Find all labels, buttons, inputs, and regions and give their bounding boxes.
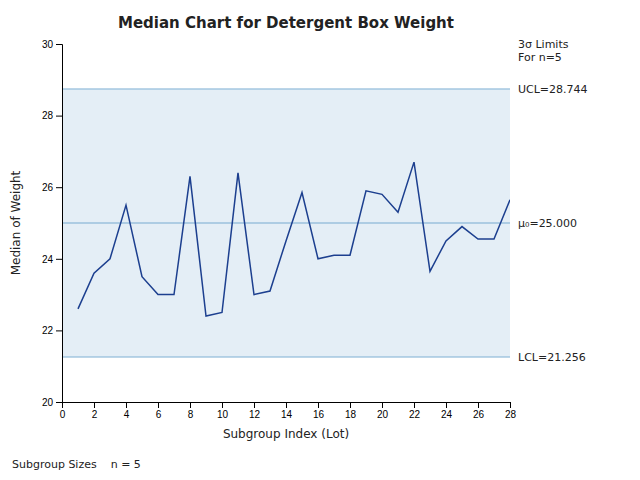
y-tick-mark (56, 44, 62, 45)
data-area (62, 89, 510, 357)
x-tick-label: 6 (156, 409, 162, 420)
x-tick-mark (318, 402, 319, 408)
plot: 0246810121416182022242628202224262830Sub… (9, 38, 588, 441)
x-tick: 16 (313, 402, 325, 420)
x-tick-label: 20 (377, 409, 389, 420)
x-tick: 6 (156, 402, 162, 420)
x-tick-mark (158, 402, 159, 408)
x-axis-line (63, 403, 511, 409)
x-tick-label: 12 (249, 409, 261, 420)
x-tick-mark (190, 402, 191, 408)
x-tick-mark (350, 402, 351, 408)
x-tick: 4 (124, 402, 130, 420)
x-tick-mark (478, 402, 479, 408)
y-axis: 20 22 24 26 28 30 (42, 39, 63, 408)
y-tick-mark (56, 402, 62, 403)
y-axis-title: Median of Weight (9, 170, 23, 275)
y-tick-label: 20 (42, 397, 54, 408)
y-tick-mark (56, 187, 62, 188)
y-tick-mark (56, 259, 62, 260)
y-tick-mark (56, 116, 62, 117)
y-tick-label: 30 (42, 39, 54, 50)
x-tick-mark (254, 402, 255, 408)
reference-annotation: UCL=28.744 (518, 83, 588, 96)
x-tick-label: 4 (124, 409, 130, 420)
x-tick-label: 28 (505, 409, 517, 420)
reference-annotation: LCL=21.256 (518, 351, 586, 364)
x-tick-label: 26 (473, 409, 485, 420)
x-tick-label: 2 (92, 409, 98, 420)
band-annotation: 3σ LimitsFor n=5 (518, 38, 569, 64)
y-tick: 22 (42, 325, 62, 336)
title: Median Chart for Detergent Box Weight (118, 14, 454, 32)
x-tick-label: 24 (441, 409, 453, 420)
x-tick: 10 (217, 402, 229, 420)
x-tick-mark (382, 402, 383, 408)
x-tick-mark (222, 402, 223, 408)
y-tick: 30 (42, 39, 62, 50)
x-tick: 20 (377, 402, 389, 420)
y-tick: 26 (42, 182, 62, 193)
x-tick: 22 (409, 402, 421, 420)
control-band (62, 89, 510, 357)
y-tick: 24 (42, 254, 62, 265)
x-axis: 0246810121416182022242628 (60, 402, 517, 420)
x-tick-mark (286, 402, 287, 408)
x-tick-mark (510, 402, 511, 408)
x-tick: 14 (281, 402, 293, 420)
x-tick: 8 (188, 402, 194, 420)
x-tick: 2 (92, 402, 98, 420)
x-tick-mark (446, 402, 447, 408)
x-tick: 12 (249, 402, 261, 420)
y-tick: 20 (42, 397, 62, 408)
y-axis-line (56, 45, 63, 403)
x-tick: 0 (60, 402, 66, 420)
x-tick-mark (94, 402, 95, 408)
x-tick-mark (126, 402, 127, 408)
x-tick-label: 10 (217, 409, 229, 420)
reference-line (62, 357, 510, 358)
x-tick-label: 0 (60, 409, 66, 420)
x-tick: 28 (505, 402, 517, 420)
x-tick-label: 16 (313, 409, 325, 420)
chart: 0246810121416182022242628202224262830Sub… (0, 0, 640, 480)
x-tick-mark (414, 402, 415, 408)
x-tick: 18 (345, 402, 357, 420)
x-axis-title: Subgroup Index (Lot) (223, 427, 349, 441)
data-line (78, 162, 510, 316)
x-tick: 26 (473, 402, 485, 420)
reference-annotation: μ₀=25.000 (518, 217, 577, 230)
y-tick-label: 28 (42, 110, 54, 121)
y-tick-label: 22 (42, 325, 54, 336)
y-tick-label: 24 (42, 254, 54, 265)
x-tick: 24 (441, 402, 453, 420)
x-tick-label: 8 (188, 409, 194, 420)
footer: Subgroup Sizes n = 5 (12, 458, 141, 471)
y-tick: 28 (42, 110, 62, 121)
y-tick-mark (56, 330, 62, 331)
x-tick-label: 18 (345, 409, 357, 420)
x-tick-label: 14 (281, 409, 293, 420)
y-tick-label: 26 (42, 182, 54, 193)
reference-line (62, 88, 510, 89)
x-tick-label: 22 (409, 409, 421, 420)
